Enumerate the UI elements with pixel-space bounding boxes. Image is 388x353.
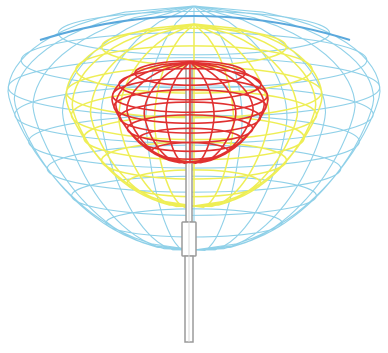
outer-lobe-meridian [193, 5, 381, 251]
outer-lobe-meridian [193, 5, 356, 251]
inner-lobe-meridian [189, 61, 269, 163]
outer-lobe-meridian [193, 5, 375, 251]
outer-lobe-meridian [32, 5, 195, 251]
inner-lobe-meridian [189, 61, 237, 164]
outer-lobe-meridian [193, 5, 327, 251]
inner-lobe-meridian [143, 61, 191, 164]
inner-lobe-meridian [189, 61, 266, 163]
outer-lobe-meridian [7, 5, 195, 251]
middle-lobe-meridian [193, 23, 270, 208]
middle-lobe-meridian [71, 23, 195, 207]
inner-lobe-meridian-lines [111, 61, 269, 165]
middle-lobe-meridian [118, 23, 195, 208]
middle-lobe-meridian [193, 23, 323, 207]
middle-lobe-meridian [65, 23, 195, 207]
inner-lobe-meridian [189, 61, 254, 163]
inner-lobe-meridian [189, 61, 215, 165]
outer-lobe-top-rim [39, 15, 351, 41]
middle-lobe-meridian [193, 23, 299, 207]
inner-lobe [111, 60, 269, 165]
outer-lobe-meridian [193, 5, 243, 251]
middle-lobe-meridian [153, 23, 195, 208]
middle-lobe-meridian [193, 23, 317, 207]
inner-lobe-meridian [111, 61, 191, 163]
outer-lobe-meridian [13, 5, 195, 251]
middle-lobe-meridian [89, 23, 195, 207]
outer-lobe-meridian [61, 5, 195, 251]
inner-lobe-meridian [165, 61, 191, 165]
